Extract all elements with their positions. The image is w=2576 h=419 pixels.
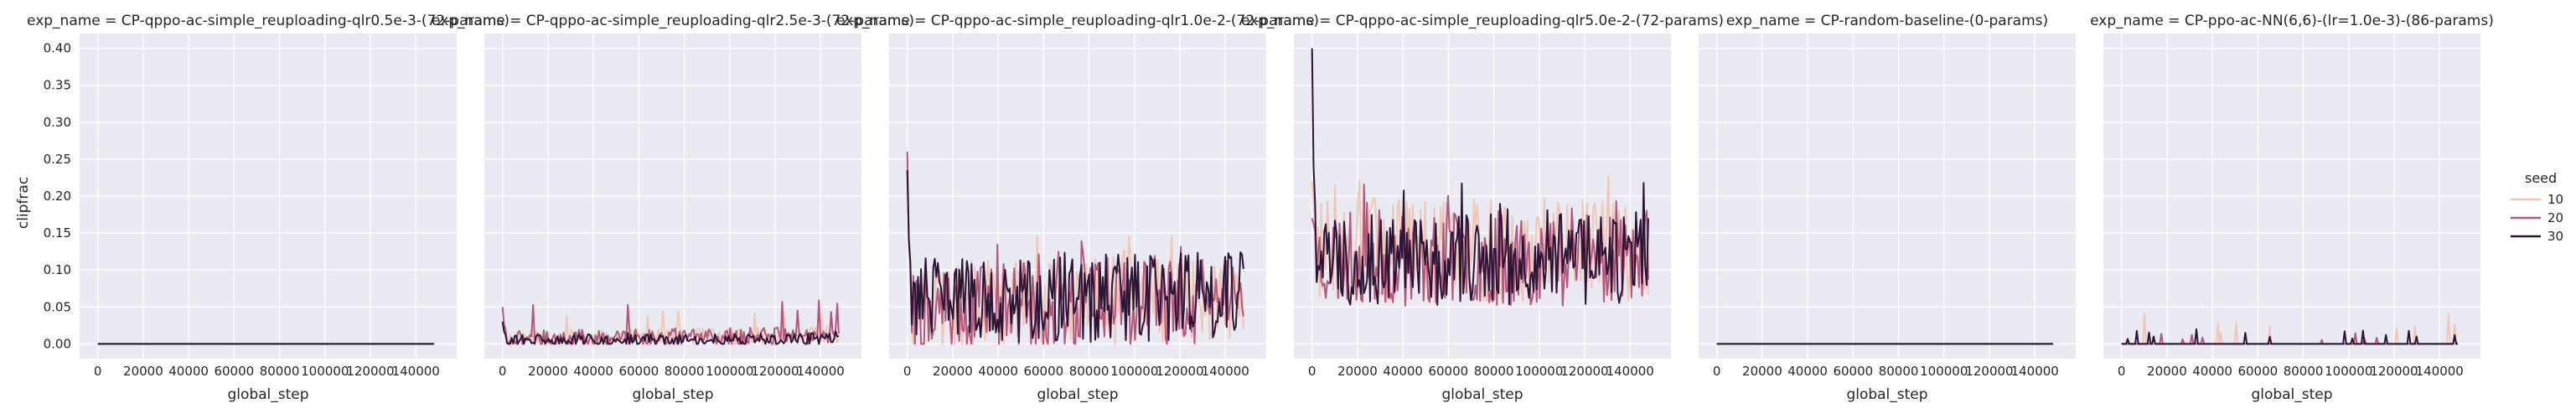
x-tick-label: 40000: [1787, 364, 1828, 379]
legend: seed 10 20 30: [2511, 170, 2563, 244]
x-tick-label: 120000: [2370, 364, 2418, 379]
x-tick-label: 100000: [1110, 364, 1158, 379]
x-tick-label: 100000: [2325, 364, 2372, 379]
panel-title: exp_name = CP-qppo-ac-simple_reuploading…: [27, 13, 510, 29]
panel-title: exp_name = CP-qppo-ac-simple_reuploading…: [432, 13, 914, 29]
legend-label: 20: [2548, 210, 2563, 225]
x-tick-label: 20000: [528, 364, 568, 379]
x-tick-label: 140000: [797, 364, 845, 379]
x-axis-label: global_step: [227, 386, 308, 403]
x-tick-label: 120000: [346, 364, 394, 379]
x-tick-label: 40000: [1383, 364, 1423, 379]
x-tick-label: 60000: [1023, 364, 1063, 379]
x-tick-label: 0: [499, 364, 507, 379]
x-tick-label: 80000: [2284, 364, 2324, 379]
panel-title: exp_name = CP-qppo-ac-simple_reuploading…: [836, 13, 1319, 29]
x-tick-label: 20000: [1742, 364, 1782, 379]
x-tick-label: 80000: [1879, 364, 1919, 379]
x-tick-label: 0: [2118, 364, 2126, 379]
x-tick-label: 40000: [573, 364, 613, 379]
x-tick-label: 40000: [978, 364, 1018, 379]
x-tick-label: 20000: [1337, 364, 1378, 379]
legend-title: seed: [2525, 170, 2557, 186]
x-tick-label: 100000: [1920, 364, 1968, 379]
x-tick-label: 0: [1713, 364, 1721, 379]
panel-title: exp_name = CP-qppo-ac-simple_reuploading…: [1241, 13, 1724, 29]
x-axis-label: global_step: [1037, 386, 1118, 403]
y-tick-label: 0.10: [44, 262, 71, 277]
facet-panel: 0.00 0.05 0.10 0.15 0.20 0.25 0.30 0.35 0.40 0 200…: [27, 13, 510, 403]
panel-title: exp_name = CP-random-baseline-(0-params): [1726, 13, 2048, 29]
x-tick-label: 60000: [214, 364, 254, 379]
x-tick-label: 140000: [1202, 364, 1249, 379]
x-tick-label: 120000: [1156, 364, 1203, 379]
x-axis-label: global_step: [2251, 386, 2332, 403]
panel-title: exp_name = CP-ppo-ac-NN(6,6)-(lr=1.0e-3)…: [2090, 13, 2494, 29]
x-tick-label: 80000: [1474, 364, 1514, 379]
series-line-seed-30: [906, 170, 1244, 344]
x-tick-label: 140000: [2416, 364, 2464, 379]
x-tick-label: 20000: [933, 364, 973, 379]
x-tick-label: 140000: [392, 364, 440, 379]
y-tick-label: 0.40: [44, 41, 71, 56]
series-line-seed-30: [2121, 328, 2458, 345]
x-tick-label: 120000: [1560, 364, 1608, 379]
x-tick-label: 0: [1308, 364, 1316, 379]
y-tick-label: 0.30: [44, 115, 71, 130]
x-tick-label: 80000: [665, 364, 705, 379]
x-tick-label: 60000: [2237, 364, 2278, 379]
legend-label: 30: [2548, 229, 2563, 244]
y-axis-label: clipfrac: [15, 177, 32, 229]
legend-label: 10: [2548, 192, 2563, 207]
x-tick-label: 140000: [1606, 364, 1654, 379]
x-tick-label: 100000: [1515, 364, 1563, 379]
x-axis-label: global_step: [1846, 386, 1927, 403]
x-tick-label: 60000: [1833, 364, 1873, 379]
x-tick-label: 20000: [123, 364, 163, 379]
y-tick-label: 0.25: [44, 152, 71, 167]
x-tick-label: 0: [903, 364, 912, 379]
x-tick-label: 60000: [1428, 364, 1468, 379]
x-tick-label: 40000: [168, 364, 209, 379]
x-tick-label: 120000: [1965, 364, 2013, 379]
x-tick-label: 120000: [751, 364, 799, 379]
y-tick-label: 0.00: [44, 336, 71, 351]
facet-panels: 0.00 0.05 0.10 0.15 0.20 0.25 0.30 0.35 0.40 0 200…: [27, 13, 2494, 403]
series-line-seed-20: [906, 152, 1244, 345]
x-tick-label: 100000: [301, 364, 349, 379]
x-tick-label: 20000: [2147, 364, 2187, 379]
x-tick-label: 140000: [2011, 364, 2059, 379]
y-tick-label: 0.05: [44, 299, 71, 314]
y-tick-label: 0.20: [44, 189, 71, 204]
y-tick-label: 0.35: [44, 78, 71, 93]
x-axis-label: global_step: [632, 386, 713, 403]
y-tick-label: 0.15: [44, 225, 71, 241]
x-axis-label: global_step: [1441, 386, 1523, 403]
x-tick-label: 100000: [706, 364, 753, 379]
series-line-seed-30: [1311, 48, 1649, 306]
x-tick-label: 60000: [618, 364, 659, 379]
x-tick-label: 80000: [260, 364, 300, 379]
x-tick-label: 40000: [2192, 364, 2232, 379]
x-tick-label: 80000: [1069, 364, 1110, 379]
x-tick-label: 0: [94, 364, 102, 379]
series-line-seed-30: [501, 321, 840, 345]
